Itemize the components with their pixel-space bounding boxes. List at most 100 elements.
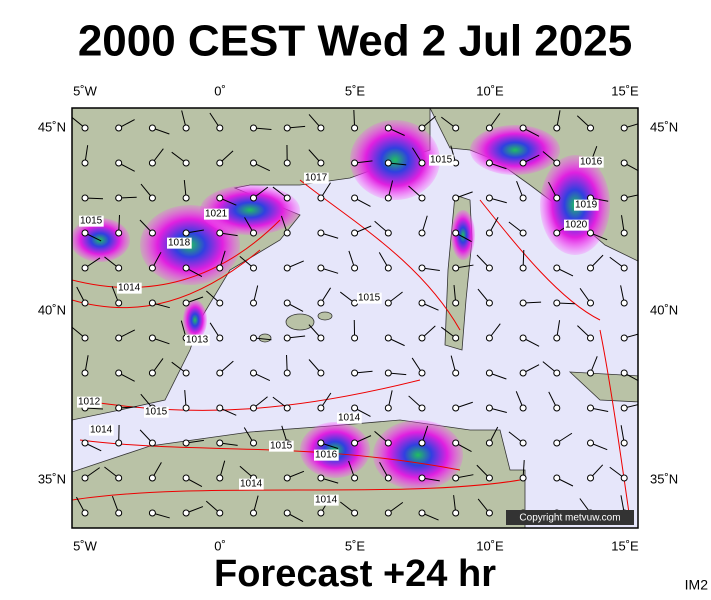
lat-label: 45˚N [650,119,678,134]
station [283,369,291,377]
station [587,474,594,482]
station [553,229,561,237]
station [519,124,527,132]
station [182,369,190,377]
station [384,439,392,447]
lon-label: 15˚E [611,83,639,98]
station [182,194,190,202]
station [620,299,628,307]
station [216,264,224,272]
station [587,334,594,342]
station [519,474,527,482]
lat-label: 35˚N [650,471,678,486]
station [283,159,291,167]
station [182,299,190,307]
station [418,369,426,377]
lat-label: 40˚N [38,302,66,317]
isobar-labels: 1017 1015 1015 1014 1015 1018 1021 1020 … [77,154,604,506]
isobar-label: 1021 [205,209,228,220]
station [553,439,561,447]
station [452,474,460,482]
station [418,124,426,132]
station [351,264,359,272]
label-box [144,406,169,418]
station [384,369,392,377]
lon-label: 15˚E [611,538,639,553]
station [418,509,426,517]
station [250,404,257,412]
isobar-label: 1014 [315,495,338,506]
label-box [269,440,294,452]
station [519,159,527,167]
station [216,474,224,482]
station [148,334,156,342]
station [553,369,561,377]
label-box [337,412,362,424]
station [250,194,257,202]
station [182,229,190,237]
frame [71,107,639,529]
station [182,264,190,272]
station [485,159,493,167]
lat-label: 40˚N [650,302,678,317]
station [351,404,359,412]
lon-label: 5˚W [73,83,98,98]
station [81,264,89,272]
station [553,264,561,272]
station [115,474,123,482]
isobar-label: 1013 [186,335,209,346]
station [587,369,594,377]
station [317,404,325,412]
forecast-label: Forecast +24 hr [214,553,496,595]
station [384,509,392,517]
station [452,194,460,202]
station [553,159,561,167]
station [351,299,359,307]
lon-label: 10˚E [476,83,504,98]
station [452,369,460,377]
isobar-label: 1017 [305,173,328,184]
station [115,369,123,377]
isobar-label: 1015 [358,293,381,304]
station [452,124,460,132]
station [216,159,224,167]
station [620,229,628,237]
station [115,439,123,447]
isobar-label: 1016 [315,450,338,461]
station [620,159,628,167]
station [485,509,493,517]
station [317,229,325,237]
isobar-label: 1014 [90,425,113,436]
station [519,404,527,412]
station [485,334,493,342]
station [519,194,527,202]
station [384,124,392,132]
station [587,124,594,132]
isobar-label: 1015 [430,155,453,166]
station [216,124,224,132]
station [553,474,561,482]
station [351,124,359,132]
station [587,439,594,447]
station [283,264,291,272]
station [250,124,257,132]
lat-label: 45˚N [38,119,66,134]
station [317,159,325,167]
station [351,369,359,377]
station [452,264,460,272]
station [115,404,123,412]
station [81,229,89,237]
label-box [79,215,104,227]
station [620,124,628,132]
station [115,229,123,237]
label-box [579,156,604,168]
label-box [314,494,339,506]
station [216,439,224,447]
station [250,299,257,307]
label-box [429,154,454,166]
station [553,299,561,307]
station [384,334,392,342]
station [250,369,257,377]
label-box [239,478,264,490]
station [250,334,257,342]
